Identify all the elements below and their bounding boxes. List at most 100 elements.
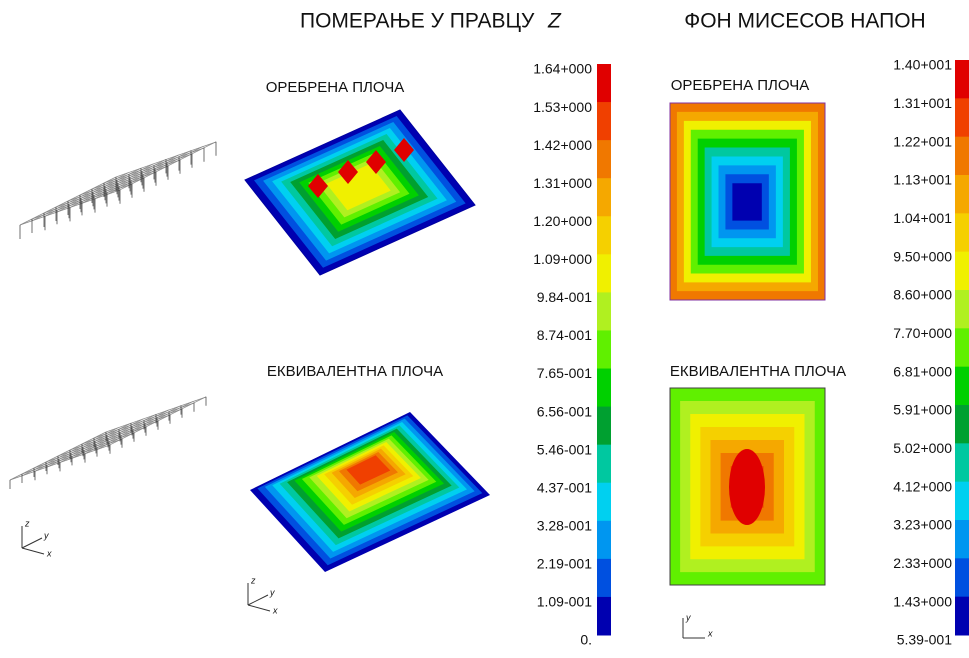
plate-edge xyxy=(669,387,826,586)
wire xyxy=(47,418,144,468)
colorbar-band xyxy=(597,596,611,636)
wire xyxy=(32,172,129,221)
colorbar-band xyxy=(955,213,969,253)
legend-label: 1.31+001 xyxy=(893,95,952,111)
legend-label: 2.33+000 xyxy=(893,555,952,571)
panel-label: ЕКВИВАЛЕНТНА ПЛОЧА xyxy=(267,363,443,380)
colorbar-band xyxy=(955,328,969,368)
plate-edge xyxy=(244,109,476,276)
contour-peak xyxy=(308,174,328,198)
colorbar-band xyxy=(955,520,969,559)
colorbar-band xyxy=(597,444,611,484)
colorbar-band xyxy=(955,251,969,291)
axis xyxy=(247,594,269,606)
legend-label: 3.23+000 xyxy=(893,517,952,533)
axis-label: z xyxy=(250,575,256,585)
legend-label: 6.81+000 xyxy=(893,363,952,379)
colorbar-band xyxy=(597,482,611,522)
colorbar-band xyxy=(597,406,611,446)
legend-label: 0. xyxy=(580,632,592,648)
title: ПОМЕРАЊЕ У ПРАВЦУ xyxy=(300,10,535,33)
contour-band xyxy=(732,183,762,221)
colorbar-band xyxy=(955,175,969,214)
colorbar-band xyxy=(597,102,611,141)
legend-label: 3.28-001 xyxy=(537,518,592,534)
legend-label: 8.74-001 xyxy=(537,327,592,343)
legend-label: 1.53+000 xyxy=(533,99,592,115)
colorbar-band xyxy=(955,98,969,138)
axis-label: y xyxy=(43,530,49,540)
legend-label: 5.02+000 xyxy=(893,440,952,456)
contour-peak xyxy=(338,160,358,184)
axis xyxy=(247,604,271,612)
colorbar-band xyxy=(597,64,611,103)
legend-label: 1.04+001 xyxy=(893,210,952,226)
legend-label: 1.42+000 xyxy=(533,137,592,153)
legend-label: 9.84-001 xyxy=(537,289,592,305)
colorbar-band xyxy=(955,405,969,444)
legend-label: 5.46-001 xyxy=(537,441,592,457)
colorbar-band xyxy=(597,254,611,293)
legend-label: 1.64+000 xyxy=(533,61,592,77)
title-variable: Z xyxy=(547,10,562,33)
contour-peak xyxy=(366,150,386,174)
axis xyxy=(21,547,45,555)
legend-label: 5.39-001 xyxy=(897,632,952,648)
panel-label: ЕКВИВАЛЕНТНА ПЛОЧА xyxy=(670,363,846,380)
wire xyxy=(57,163,154,213)
legend-label: 9.50+000 xyxy=(893,248,952,264)
colorbar-band xyxy=(597,178,611,217)
legend-label: 4.12+000 xyxy=(893,478,952,494)
legend-label: 1.20+000 xyxy=(533,213,592,229)
wire xyxy=(107,145,204,195)
colorbar-band xyxy=(955,481,969,521)
legend-label: 1.31+000 xyxy=(533,175,592,191)
legend-label: 8.60+000 xyxy=(893,287,952,303)
contour-band xyxy=(326,164,391,211)
axis-label: y xyxy=(269,587,275,597)
colorbar-band xyxy=(955,366,969,406)
legend-label: 7.65-001 xyxy=(537,365,592,381)
colorbar-band xyxy=(597,216,611,255)
contour-peak xyxy=(394,138,414,162)
contour-peak xyxy=(729,449,765,525)
legend-label: 1.09-001 xyxy=(537,594,592,610)
legend-label: 5.91+000 xyxy=(893,402,952,418)
legend-label: 7.70+000 xyxy=(893,325,952,341)
legend-label: 1.43+000 xyxy=(893,593,952,609)
colorbar-band xyxy=(955,558,969,598)
legend-label: 4.37-001 xyxy=(537,479,592,495)
title: ФОН МИСЕСОВ НАПОН xyxy=(684,10,925,33)
colorbar-band xyxy=(955,136,969,176)
axis-label: x xyxy=(272,605,278,615)
legend-label: 1.22+001 xyxy=(893,133,952,149)
colorbar-band xyxy=(597,558,611,598)
plate-edge xyxy=(669,102,826,301)
axis-label: x xyxy=(707,628,713,638)
legend-label: 6.56-001 xyxy=(537,403,592,419)
axis-label: x xyxy=(46,548,52,558)
panel-label: ОРЕБРЕНА ПЛОЧА xyxy=(266,79,405,96)
wire xyxy=(72,409,169,459)
colorbar-band xyxy=(597,330,611,370)
colorbar-band xyxy=(597,368,611,408)
wire xyxy=(22,427,119,476)
wire xyxy=(97,400,194,450)
legend-label: 2.19-001 xyxy=(537,556,592,572)
panel-label: ОРЕБРЕНА ПЛОЧА xyxy=(671,77,810,94)
legend-label: 1.09+000 xyxy=(533,251,592,267)
colorbar-band xyxy=(597,520,611,560)
colorbar-band xyxy=(955,596,969,636)
axis xyxy=(21,537,43,549)
colorbar-band xyxy=(955,60,969,99)
contour-band xyxy=(346,455,391,485)
legend-label: 1.40+001 xyxy=(893,57,952,73)
axis-label: z xyxy=(24,518,30,528)
colorbar-band xyxy=(955,443,969,483)
legend-label: 1.13+001 xyxy=(893,172,952,188)
wire xyxy=(82,154,179,204)
colorbar-band xyxy=(597,292,611,331)
axis-label: y xyxy=(685,612,691,622)
colorbar-band xyxy=(597,140,611,179)
